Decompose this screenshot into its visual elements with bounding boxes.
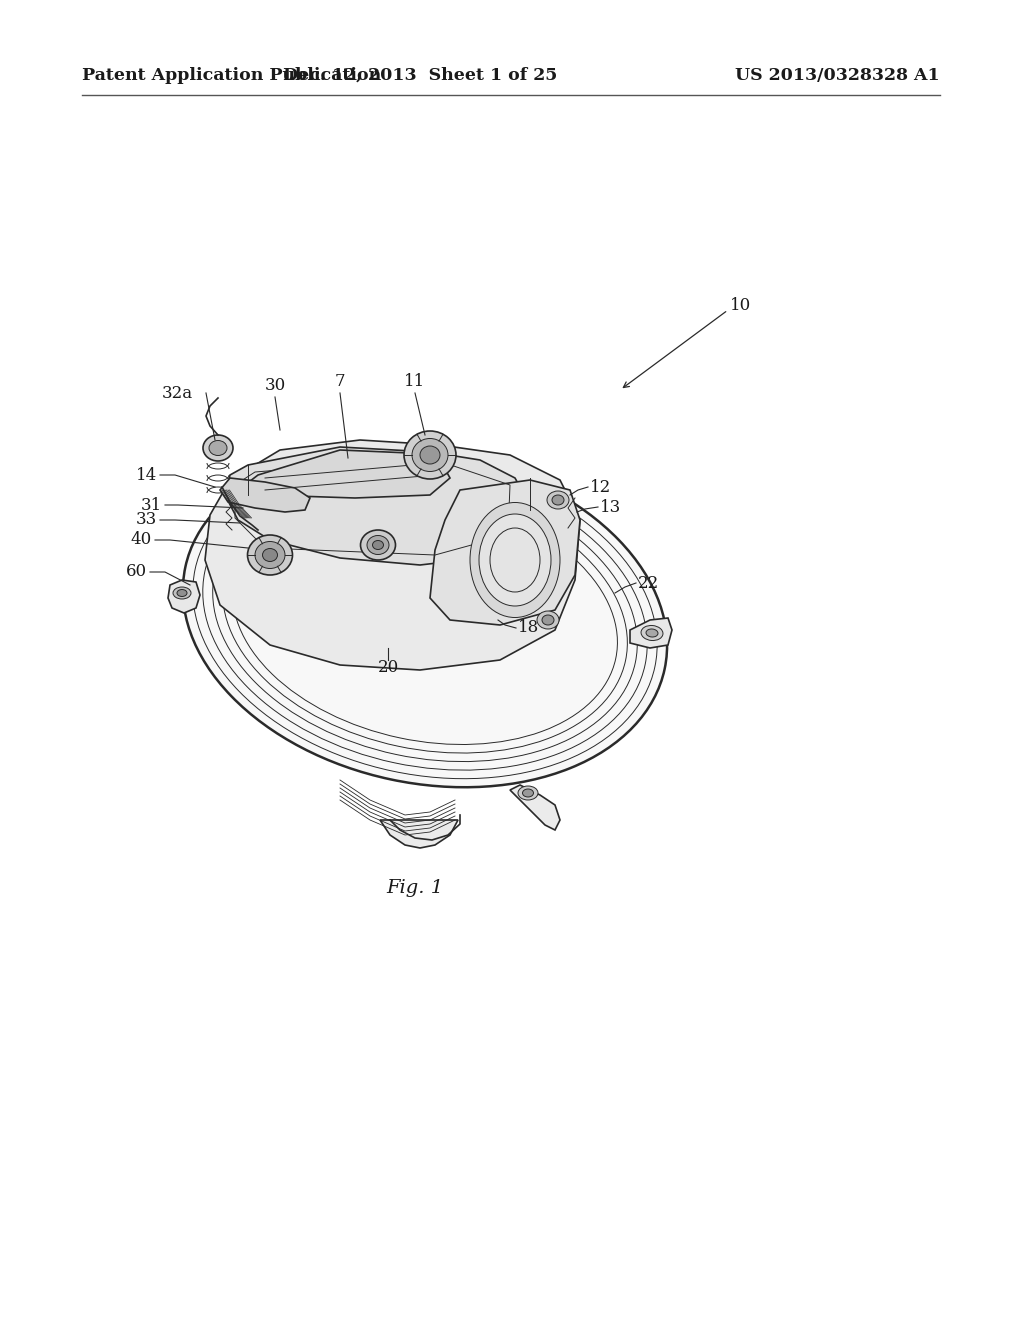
Ellipse shape xyxy=(177,590,187,597)
Polygon shape xyxy=(205,440,580,671)
Ellipse shape xyxy=(248,535,293,576)
Polygon shape xyxy=(630,618,672,648)
Ellipse shape xyxy=(367,536,389,554)
Text: 18: 18 xyxy=(518,619,540,636)
Ellipse shape xyxy=(255,541,285,569)
Text: 13: 13 xyxy=(600,499,622,516)
Ellipse shape xyxy=(542,615,554,624)
Text: 31: 31 xyxy=(140,496,162,513)
Text: 33: 33 xyxy=(136,511,157,528)
Polygon shape xyxy=(510,785,560,830)
Ellipse shape xyxy=(420,446,440,465)
Text: 20: 20 xyxy=(378,660,398,676)
Ellipse shape xyxy=(183,449,667,787)
Text: Dec. 12, 2013  Sheet 1 of 25: Dec. 12, 2013 Sheet 1 of 25 xyxy=(283,66,557,83)
Polygon shape xyxy=(168,579,200,612)
Ellipse shape xyxy=(537,611,559,630)
Ellipse shape xyxy=(360,531,395,560)
Ellipse shape xyxy=(262,549,278,561)
Ellipse shape xyxy=(552,495,564,506)
Text: 11: 11 xyxy=(404,372,426,389)
Polygon shape xyxy=(430,480,580,624)
Ellipse shape xyxy=(173,587,191,599)
Polygon shape xyxy=(220,478,310,512)
Text: 22: 22 xyxy=(638,574,659,591)
Text: US 2013/0328328 A1: US 2013/0328328 A1 xyxy=(735,66,940,83)
Text: 30: 30 xyxy=(264,376,286,393)
Ellipse shape xyxy=(518,785,538,800)
Text: 40: 40 xyxy=(131,532,152,549)
Text: 32a: 32a xyxy=(162,384,193,401)
Ellipse shape xyxy=(412,438,449,471)
Ellipse shape xyxy=(373,540,384,549)
Ellipse shape xyxy=(547,491,569,510)
Text: 12: 12 xyxy=(590,479,611,495)
Polygon shape xyxy=(380,820,458,847)
Text: 10: 10 xyxy=(730,297,752,314)
Ellipse shape xyxy=(209,441,227,455)
Ellipse shape xyxy=(404,432,456,479)
Ellipse shape xyxy=(203,436,233,461)
Polygon shape xyxy=(225,447,530,565)
Ellipse shape xyxy=(470,503,560,618)
Polygon shape xyxy=(245,450,450,498)
Text: Patent Application Publication: Patent Application Publication xyxy=(82,66,381,83)
Ellipse shape xyxy=(646,630,658,638)
Text: 60: 60 xyxy=(126,564,147,581)
Ellipse shape xyxy=(641,626,663,640)
Ellipse shape xyxy=(479,513,551,606)
Ellipse shape xyxy=(522,789,534,797)
Text: 14: 14 xyxy=(136,466,157,483)
Text: 7: 7 xyxy=(335,372,345,389)
Text: Fig. 1: Fig. 1 xyxy=(386,879,443,898)
